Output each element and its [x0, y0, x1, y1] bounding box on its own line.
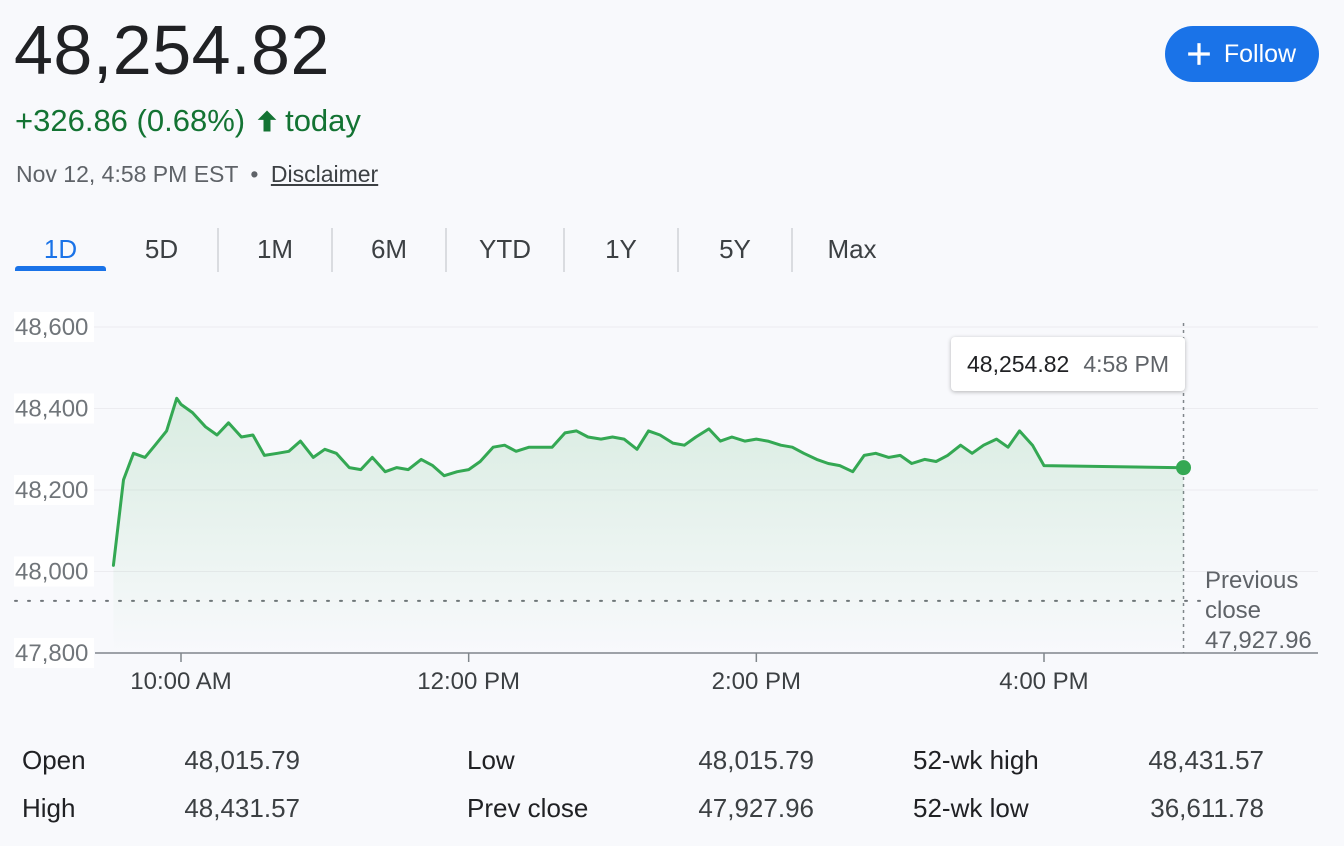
y-tick-label: 48,200	[15, 477, 88, 504]
x-tick-label: 4:00 PM	[999, 668, 1088, 695]
tab-1y[interactable]: 1Y	[605, 234, 637, 264]
stat-value-low: 48,015.79	[698, 745, 814, 775]
tooltip-time: 4:58 PM	[1083, 350, 1169, 377]
timestamp: Nov 12, 4:58 PM EST	[16, 161, 239, 187]
stat-value-prev-close: 47,927.96	[698, 793, 814, 823]
tab-5y[interactable]: 5Y	[719, 234, 751, 264]
stat-label-low: Low	[467, 745, 515, 775]
series-area	[113, 398, 1184, 653]
tab-divider	[791, 228, 793, 272]
stat-label-prev-close: Prev close	[467, 793, 589, 823]
stat-label-52wk-high: 52-wk high	[913, 745, 1039, 775]
current-price: 48,254.82	[14, 11, 330, 89]
price-change: +326.86 (0.68%) today	[15, 101, 361, 141]
x-tick-label: 12:00 PM	[417, 668, 520, 695]
y-tick-label-bg	[14, 475, 94, 505]
tab-max[interactable]: Max	[827, 234, 877, 264]
follow-label: Follow	[1223, 39, 1297, 68]
y-tick-label: 48,000	[15, 559, 88, 586]
tab-1d[interactable]: 1D	[43, 234, 78, 264]
follow-button[interactable]: Follow	[1165, 26, 1319, 82]
active-tab-indicator	[15, 266, 106, 271]
change-value: +326.86 (0.68%)	[15, 103, 246, 138]
y-tick-label-bg	[14, 556, 94, 587]
stat-value-52wk-high: 48,431.57	[1148, 745, 1264, 775]
y-tick-label-bg	[14, 312, 94, 342]
y-tick-label-bg	[14, 393, 94, 424]
tooltip-value: 48,254.82	[967, 350, 1070, 377]
tab-divider	[563, 228, 565, 272]
separator: •	[250, 161, 259, 187]
y-tick-label: 47,800	[15, 640, 88, 667]
price-chart[interactable]: 47,800 48,000 48,200 48,400 48,600 10:00 AM 12…	[0, 0, 1344, 720]
stat-value-52wk-low: 36,611.78	[1150, 793, 1264, 823]
change-period: today	[285, 103, 361, 138]
stat-label-high: High	[22, 793, 76, 823]
tab-1m[interactable]: 1M	[256, 234, 294, 264]
quote-meta: Nov 12, 4:58 PM EST • Disclaimer	[16, 158, 378, 190]
tab-divider	[677, 228, 679, 272]
tab-divider	[445, 228, 447, 272]
x-tick-label: 10:00 AM	[130, 668, 231, 695]
arrow-up-icon	[257, 110, 277, 132]
stat-value-high: 48,431.57	[184, 793, 300, 823]
x-tick-label: 2:00 PM	[712, 668, 801, 695]
stat-label-52wk-low: 52-wk low	[913, 793, 1029, 823]
disclaimer-link[interactable]: Disclaimer	[270, 161, 379, 187]
stat-label-open: Open	[22, 745, 86, 775]
series-line	[111, 396, 1185, 567]
tab-divider	[217, 228, 219, 272]
plus-icon	[1188, 43, 1210, 65]
previous-close-label: close	[1205, 597, 1261, 624]
tab-divider	[331, 228, 333, 272]
last-point-marker	[1176, 460, 1192, 476]
tab-6m[interactable]: 6M	[370, 234, 408, 264]
chart-tooltip: 48,254.82 4:58 PM	[951, 337, 1185, 391]
stat-value-open: 48,015.79	[184, 745, 300, 775]
y-tick-label-bg	[14, 638, 94, 668]
y-tick-label: 48,600	[15, 314, 88, 341]
tab-5d[interactable]: 5D	[144, 234, 179, 264]
y-tick-label: 48,400	[15, 396, 88, 423]
tab-ytd[interactable]: YTD	[479, 234, 531, 264]
previous-close-label: 47,927.96	[1205, 627, 1312, 654]
previous-close-label: Previous	[1205, 567, 1298, 594]
